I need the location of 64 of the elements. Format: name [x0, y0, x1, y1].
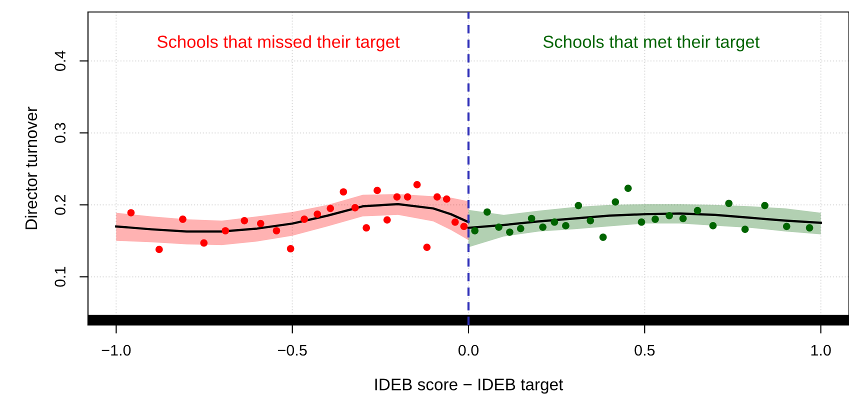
point — [484, 208, 491, 216]
x-tick-label: 1.0 — [811, 344, 831, 356]
point — [222, 227, 230, 234]
x-tick-label: 0.0 — [458, 344, 479, 356]
x-tick-label: −0.5 — [278, 344, 307, 356]
point — [442, 195, 450, 203]
annotation: Schools that missed their target — [157, 35, 400, 52]
point — [326, 204, 334, 212]
point — [240, 216, 248, 224]
point — [404, 193, 412, 201]
point — [550, 218, 558, 226]
point — [340, 188, 348, 196]
annotation: Schools that met their target — [543, 35, 760, 52]
point — [624, 184, 632, 192]
point — [383, 216, 391, 224]
point — [599, 234, 607, 241]
y-axis-title: Director turnover — [24, 106, 38, 230]
point — [679, 214, 687, 222]
point — [393, 193, 401, 201]
y-tick-label: 0.2 — [54, 194, 66, 215]
point — [516, 224, 524, 232]
point — [666, 212, 673, 220]
point — [725, 200, 733, 208]
point — [574, 202, 582, 210]
line-series — [115, 203, 470, 233]
point — [528, 214, 536, 222]
x-tick-label: −1.0 — [102, 344, 131, 356]
point — [761, 202, 768, 210]
point — [155, 246, 163, 254]
point — [741, 226, 749, 233]
point — [451, 218, 459, 226]
point — [638, 218, 646, 226]
point — [562, 222, 570, 230]
point — [286, 245, 294, 252]
x-tick-label: 0.5 — [634, 344, 655, 356]
point — [272, 227, 280, 234]
point — [539, 223, 547, 231]
point — [471, 227, 479, 234]
point — [506, 228, 514, 236]
point — [612, 198, 620, 206]
y-tick-label: 0.3 — [54, 122, 66, 143]
point — [782, 222, 790, 230]
point — [200, 239, 208, 247]
y-tick-label: 0.4 — [54, 50, 66, 71]
point — [413, 181, 421, 188]
point — [652, 216, 659, 223]
point — [314, 210, 322, 218]
point — [806, 224, 814, 232]
point — [709, 222, 717, 230]
x-axis-title: IDEB score − IDEB target — [375, 378, 564, 394]
point — [423, 244, 431, 251]
point — [374, 186, 381, 194]
point — [586, 216, 594, 224]
y-tick-label: 0.1 — [54, 266, 66, 287]
point — [351, 204, 359, 212]
point — [433, 193, 441, 201]
point — [460, 222, 468, 230]
point — [495, 223, 502, 231]
point — [127, 209, 135, 216]
point — [362, 224, 370, 232]
point — [694, 206, 702, 214]
point — [256, 220, 264, 228]
point — [179, 216, 186, 223]
point — [300, 216, 308, 223]
